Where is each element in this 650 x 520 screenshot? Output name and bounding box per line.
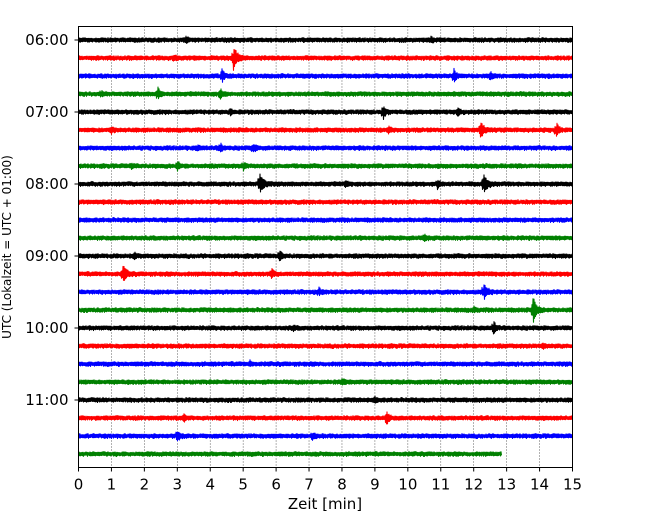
x-tick-label: 5 — [238, 476, 248, 494]
trace-row — [77, 48, 574, 71]
x-tick-label: 7 — [304, 476, 314, 494]
x-tick-label: 2 — [140, 476, 150, 494]
x-tick-label: 12 — [464, 476, 483, 494]
trace-row — [77, 342, 574, 350]
y-tick-label: 11:00 — [25, 391, 68, 409]
y-tick-label: 09:00 — [25, 247, 68, 265]
trace-row — [77, 411, 574, 425]
x-tick-label: 3 — [173, 476, 183, 494]
x-tick-label: 10 — [398, 476, 417, 494]
trace-row — [77, 122, 574, 138]
trace-row — [77, 173, 574, 193]
x-tick-label: 8 — [337, 476, 347, 494]
trace-row — [77, 142, 574, 153]
trace-row — [77, 431, 574, 442]
y-tick-label: 08:00 — [25, 175, 68, 193]
x-tick-label: 9 — [370, 476, 380, 494]
trace-row — [77, 216, 574, 223]
trace-row — [77, 161, 574, 172]
x-tick-label: 6 — [271, 476, 281, 494]
y-tick-label: 10:00 — [25, 319, 68, 337]
trace-row — [77, 265, 574, 281]
y-axis-title: UTC (Lokalzeit = UTC + 01:00) — [0, 155, 14, 339]
x-tick-label: 4 — [205, 476, 215, 494]
x-axis: 0 1 2 3 4 5 6 7 8 9 10 11 12 13 14 15 — [74, 467, 582, 494]
trace-row — [77, 359, 574, 368]
x-tick-label: 13 — [497, 476, 516, 494]
plot-frame — [78, 26, 573, 468]
x-tick-label: 15 — [563, 476, 582, 494]
x-axis-title: Zeit [min] — [288, 495, 362, 513]
trace-row — [77, 298, 574, 323]
trace-row — [77, 321, 574, 335]
trace-row — [77, 450, 503, 458]
y-tick-label: 07:00 — [25, 103, 68, 121]
trace-row — [77, 233, 574, 242]
trace-row — [77, 67, 574, 83]
trace-row — [77, 106, 574, 121]
x-tick-label: 11 — [431, 476, 450, 494]
x-tick-label: 14 — [530, 476, 549, 494]
trace-row — [77, 378, 574, 386]
y-tick-label: 06:00 — [25, 31, 68, 49]
seismic-traces — [77, 35, 574, 458]
trace-row — [77, 250, 574, 262]
y-axis: 06:00 07:00 08:00 09:00 10:00 11:00 — [25, 31, 79, 409]
trace-row — [77, 198, 574, 206]
x-tick-label: 1 — [107, 476, 117, 494]
x-tick-label: 0 — [74, 476, 84, 494]
trace-row — [77, 395, 574, 404]
trace-row — [77, 284, 574, 300]
trace-row — [77, 86, 574, 100]
trace-row — [77, 35, 574, 44]
